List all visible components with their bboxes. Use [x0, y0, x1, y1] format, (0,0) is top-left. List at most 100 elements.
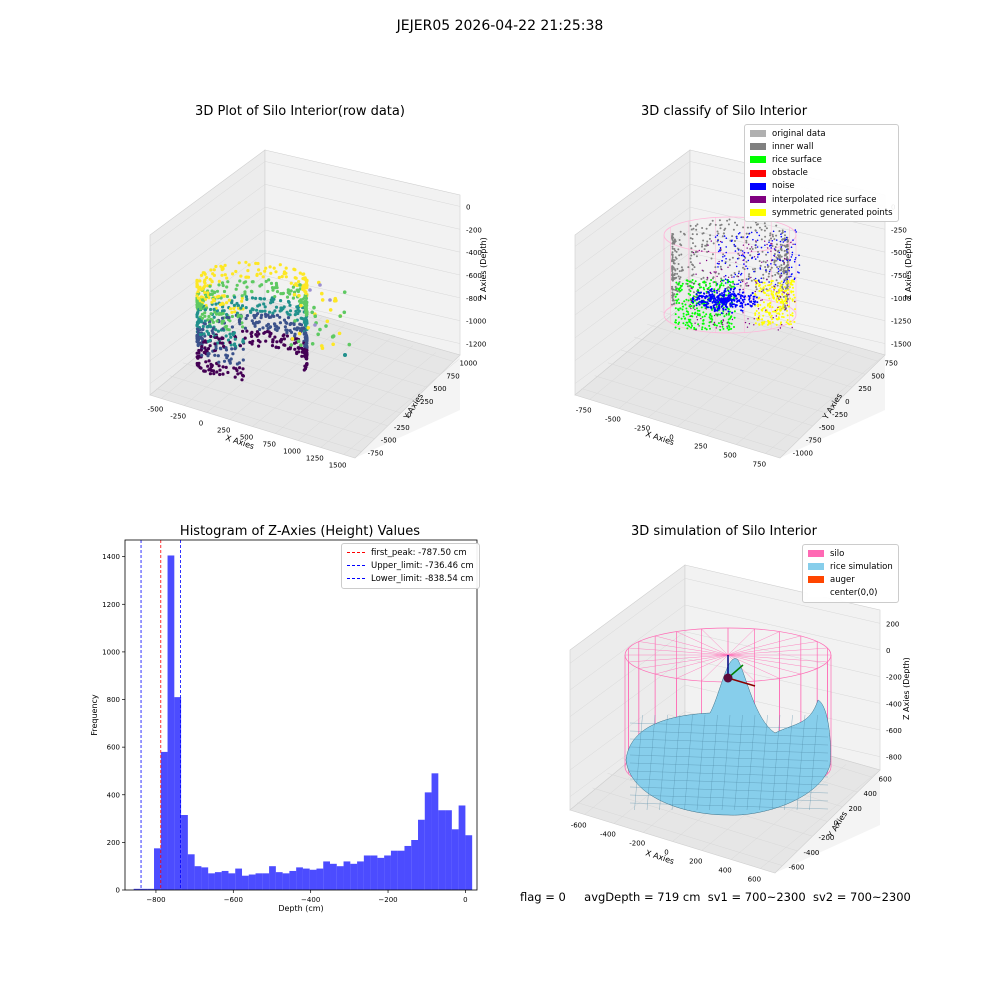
scatter-point [740, 249, 742, 252]
histogram-xtick: −800 [146, 896, 165, 904]
scatter-point [676, 272, 679, 275]
scatter-point [274, 305, 279, 309]
scatter-point [728, 280, 730, 283]
scatter-point [687, 324, 689, 327]
scatter-point [241, 340, 245, 344]
scatter-point [722, 293, 725, 296]
scatter-point [787, 263, 789, 266]
scatter-point [783, 249, 786, 252]
scatter-point [766, 266, 769, 268]
panel2-ytick: 250 [858, 385, 871, 393]
scatter-point [263, 305, 267, 309]
scatter-point [711, 301, 714, 304]
scatter-point [754, 300, 757, 303]
scatter-point [211, 272, 215, 276]
panel1-plot: -500-2500250500750100012501500-750-500-2… [147, 149, 488, 470]
scatter-point [759, 264, 762, 267]
scatter-point [224, 365, 228, 369]
scatter-point [734, 304, 737, 307]
scatter-point [215, 319, 219, 323]
scatter-point [787, 281, 790, 284]
scatter-point [675, 299, 678, 302]
scatter-point [752, 238, 754, 241]
scatter-point [683, 317, 686, 320]
scatter-point [766, 264, 769, 266]
scatter-point [701, 245, 703, 248]
scatter-point [693, 283, 695, 285]
scatter-point [752, 302, 755, 305]
scatter-point [300, 354, 304, 358]
scatter-point [777, 258, 779, 260]
panel2-xtick: 500 [723, 452, 736, 460]
scatter-point [223, 273, 227, 277]
scatter-point [265, 324, 269, 328]
scatter-point [677, 288, 680, 291]
scatter-point [684, 324, 687, 326]
scatter-point [763, 229, 766, 232]
scatter-point [757, 308, 760, 310]
scatter-point [764, 284, 767, 287]
scatter-point [723, 255, 726, 257]
histogram-bar [302, 868, 310, 890]
scatter-point [729, 302, 732, 305]
scatter-point [764, 240, 766, 242]
scatter-point [777, 268, 780, 270]
scatter-point [297, 299, 302, 303]
scatter-point [758, 323, 761, 326]
scatter-point [781, 229, 784, 232]
scatter-point [735, 236, 738, 238]
scatter-point [744, 256, 747, 259]
scatter-point [268, 310, 272, 314]
scatter-point [767, 289, 770, 292]
scatter-point [693, 328, 696, 331]
panel1-ytick: -750 [368, 450, 384, 458]
scatter-point [787, 288, 790, 291]
scatter-point [675, 250, 678, 253]
scatter-point [698, 303, 701, 306]
scatter-point [729, 288, 732, 291]
scatter-point [771, 286, 774, 289]
scatter-point [794, 300, 796, 303]
scatter-point [783, 292, 785, 294]
scatter-point [712, 294, 715, 297]
scatter-point [698, 325, 700, 327]
scatter-point [784, 230, 786, 233]
histogram-xtick: 0 [463, 896, 467, 904]
histogram-bar [282, 873, 290, 890]
panel4-ytick: 0 [834, 820, 838, 828]
scatter-point [702, 311, 705, 314]
scatter-point [725, 257, 727, 260]
scatter-point [295, 305, 299, 309]
scatter-point [711, 253, 714, 256]
scatter-point [697, 302, 700, 305]
scatter-point [241, 347, 245, 351]
scatter-point [203, 272, 207, 276]
scatter-point [776, 297, 778, 300]
scatter-point [691, 237, 694, 240]
legend-item-noise: noise [750, 180, 893, 193]
scatter-point [779, 254, 781, 257]
scatter-point [755, 282, 758, 284]
scatter-point [200, 287, 204, 291]
scatter-point [694, 224, 697, 227]
scatter-point [780, 321, 782, 324]
scatter-point [717, 322, 720, 325]
scatter-point [786, 269, 789, 272]
panel2-xtick: 0 [669, 434, 673, 442]
scatter-point [678, 254, 681, 257]
histogram-bar [133, 888, 141, 890]
scatter-point [674, 313, 677, 316]
scatter-point [675, 287, 678, 290]
panel1-ytick: -250 [394, 424, 410, 432]
scatter-point [746, 235, 749, 238]
scatter-point [785, 302, 788, 304]
scatter-point [260, 313, 264, 317]
scatter-point [274, 270, 278, 274]
scatter-point [724, 278, 727, 280]
scatter-point [783, 257, 786, 260]
scatter-point [693, 312, 696, 315]
scatter-point [753, 270, 755, 273]
scatter-point [734, 295, 737, 298]
scatter-point [256, 261, 260, 266]
scatter-point [791, 312, 794, 315]
